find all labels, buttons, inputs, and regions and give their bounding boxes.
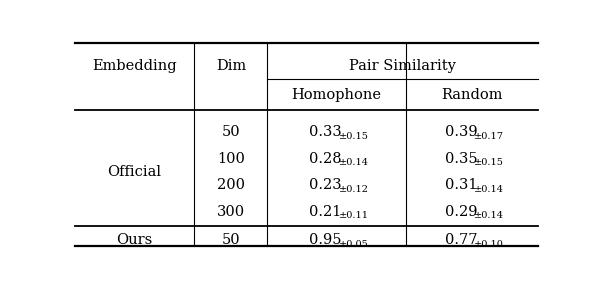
Text: ±0.10: ±0.10 xyxy=(474,240,504,249)
Text: 50: 50 xyxy=(222,233,240,247)
Text: Random: Random xyxy=(441,88,503,102)
Text: 0.29: 0.29 xyxy=(445,204,477,219)
Text: 0.35: 0.35 xyxy=(445,152,478,166)
Text: ±0.05: ±0.05 xyxy=(339,240,368,249)
Text: ±0.12: ±0.12 xyxy=(339,185,369,194)
Text: Embedding: Embedding xyxy=(92,59,177,73)
Text: 0.31: 0.31 xyxy=(445,178,477,192)
Text: ±0.15: ±0.15 xyxy=(474,158,504,167)
Text: ±0.11: ±0.11 xyxy=(339,211,369,220)
Text: Pair Similarity: Pair Similarity xyxy=(349,59,456,73)
Text: 300: 300 xyxy=(217,204,245,219)
Text: 0.77: 0.77 xyxy=(445,233,477,247)
Text: ±0.15: ±0.15 xyxy=(339,132,368,141)
Text: 50: 50 xyxy=(222,125,240,139)
Text: 0.23: 0.23 xyxy=(309,178,342,192)
Text: 100: 100 xyxy=(217,152,245,166)
Text: 0.28: 0.28 xyxy=(309,152,342,166)
Text: 0.95: 0.95 xyxy=(309,233,342,247)
Text: 200: 200 xyxy=(217,178,245,192)
Text: Ours: Ours xyxy=(117,233,152,247)
Text: 0.21: 0.21 xyxy=(310,204,342,219)
Text: ±0.14: ±0.14 xyxy=(474,185,504,194)
Text: ±0.14: ±0.14 xyxy=(339,158,369,167)
Text: 0.39: 0.39 xyxy=(445,125,478,139)
Text: Dim: Dim xyxy=(216,59,246,73)
Text: Homophone: Homophone xyxy=(292,88,382,102)
Text: 0.33: 0.33 xyxy=(309,125,342,139)
Text: ±0.14: ±0.14 xyxy=(474,211,504,220)
Text: ±0.17: ±0.17 xyxy=(474,132,504,141)
Text: Official: Official xyxy=(108,165,161,179)
